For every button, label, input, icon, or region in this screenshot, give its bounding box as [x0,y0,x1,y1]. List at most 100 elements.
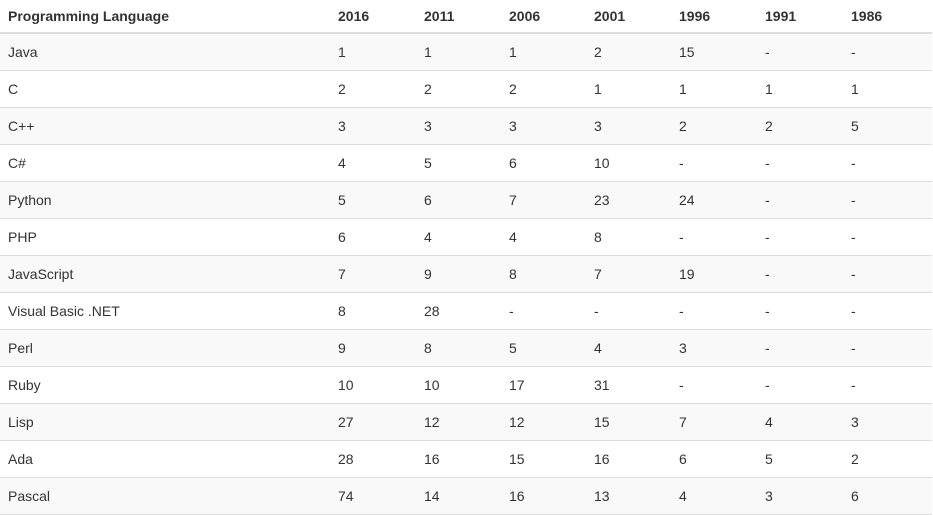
header-row: Programming Language 2016 2011 2006 2001… [0,0,932,34]
cell-rank-2016: 5 [330,181,416,219]
table-row: Python 5 6 7 23 24- - [0,181,932,219]
cell-rank-2001: 15 [586,403,671,441]
cell-rank-2016: 28 [330,440,416,478]
cell-rank-2016: 3 [330,107,416,145]
cell-rank-2006: 3 [501,107,586,145]
table-row: C++ 3 3 3 3 2 2 5 [0,107,932,145]
cell-language: Visual Basic .NET [0,292,330,330]
table-row: Perl 9 8 5 4 3- - [0,329,932,367]
cell-language: PHP [0,218,330,256]
cell-rank-2011: 10 [416,366,501,404]
cell-language: C [0,70,330,108]
table-row: JavaScript 7 9 8 7 19- - [0,255,932,293]
cell-language: Ruby [0,366,330,404]
cell-rank-1986: 6 [843,477,932,515]
cell-rank-1991: - [757,292,843,330]
cell-rank-1996: 7 [671,403,757,441]
cell-rank-1991: 2 [757,107,843,145]
cell-rank-2006: - [501,292,586,330]
cell-rank-2001: 10 [586,144,671,182]
cell-rank-2006: 8 [501,255,586,293]
cell-rank-2001: 31 [586,366,671,404]
cell-rank-2006: 4 [501,218,586,256]
header-year-2016: 2016 [330,0,416,34]
cell-rank-1986: - [843,181,932,219]
cell-rank-2001: 1 [586,70,671,108]
cell-rank-2016: 6 [330,218,416,256]
cell-rank-1991: 3 [757,477,843,515]
cell-rank-1996: - [671,366,757,404]
cell-rank-1986: 3 [843,403,932,441]
cell-rank-2006: 1 [501,33,586,71]
cell-language: C++ [0,107,330,145]
cell-rank-2006: 2 [501,70,586,108]
cell-rank-2001: 2 [586,33,671,71]
table-row: Visual Basic .NET 8 28- - - - - [0,292,932,330]
cell-rank-2006: 12 [501,403,586,441]
cell-language: Ada [0,440,330,478]
cell-rank-1996: 1 [671,70,757,108]
table-body: Java 1 1 1 2 15- - C 2 2 2 1 1 1 1 C++ 3 3 3 3 2 2 5 C# 4 5 6 10- - -… [0,33,932,515]
header-year-2011: 2011 [416,0,501,34]
cell-rank-2016: 1 [330,33,416,71]
cell-rank-1991: - [757,181,843,219]
cell-rank-1991: - [757,33,843,71]
cell-rank-1996: - [671,218,757,256]
cell-language: Java [0,33,330,71]
header-year-2001: 2001 [586,0,671,34]
table-row: Ruby 10 10 17 31- - - [0,366,932,404]
cell-rank-2011: 9 [416,255,501,293]
cell-language: C# [0,144,330,182]
cell-rank-2016: 9 [330,329,416,367]
cell-rank-2011: 4 [416,218,501,256]
cell-rank-2006: 17 [501,366,586,404]
cell-rank-2011: 1 [416,33,501,71]
cell-rank-1996: 24 [671,181,757,219]
cell-rank-1996: 2 [671,107,757,145]
header-year-2006: 2006 [501,0,586,34]
cell-rank-2006: 16 [501,477,586,515]
cell-rank-2001: - [586,292,671,330]
table-row: Java 1 1 1 2 15- - [0,33,932,71]
cell-rank-2006: 6 [501,144,586,182]
cell-rank-2011: 12 [416,403,501,441]
cell-rank-2016: 7 [330,255,416,293]
cell-rank-1996: 3 [671,329,757,367]
cell-rank-2016: 4 [330,144,416,182]
header-year-1986: 1986 [843,0,932,34]
cell-rank-1996: - [671,292,757,330]
cell-rank-2006: 5 [501,329,586,367]
cell-rank-2011: 28 [416,292,501,330]
cell-rank-1996: 15 [671,33,757,71]
cell-rank-1996: 6 [671,440,757,478]
header-language: Programming Language [0,0,330,34]
cell-language: Pascal [0,477,330,515]
cell-rank-1986: 2 [843,440,932,478]
cell-rank-2001: 23 [586,181,671,219]
cell-rank-2001: 4 [586,329,671,367]
header-year-1991: 1991 [757,0,843,34]
cell-language: Lisp [0,403,330,441]
cell-rank-2001: 13 [586,477,671,515]
cell-rank-2011: 16 [416,440,501,478]
cell-rank-2001: 7 [586,255,671,293]
cell-rank-2016: 8 [330,292,416,330]
cell-rank-1986: 1 [843,70,932,108]
cell-rank-1991: - [757,218,843,256]
cell-rank-2016: 10 [330,366,416,404]
cell-rank-2011: 8 [416,329,501,367]
cell-rank-1991: - [757,144,843,182]
cell-rank-1986: - [843,33,932,71]
cell-rank-1986: - [843,329,932,367]
cell-language: Python [0,181,330,219]
cell-rank-1996: 4 [671,477,757,515]
cell-rank-1986: - [843,366,932,404]
cell-rank-2011: 5 [416,144,501,182]
cell-rank-2006: 15 [501,440,586,478]
cell-rank-2001: 16 [586,440,671,478]
table-row: Lisp 27 12 12 15 7 4 3 [0,403,932,441]
table-header: Programming Language 2016 2011 2006 2001… [0,0,932,34]
cell-rank-1996: - [671,144,757,182]
